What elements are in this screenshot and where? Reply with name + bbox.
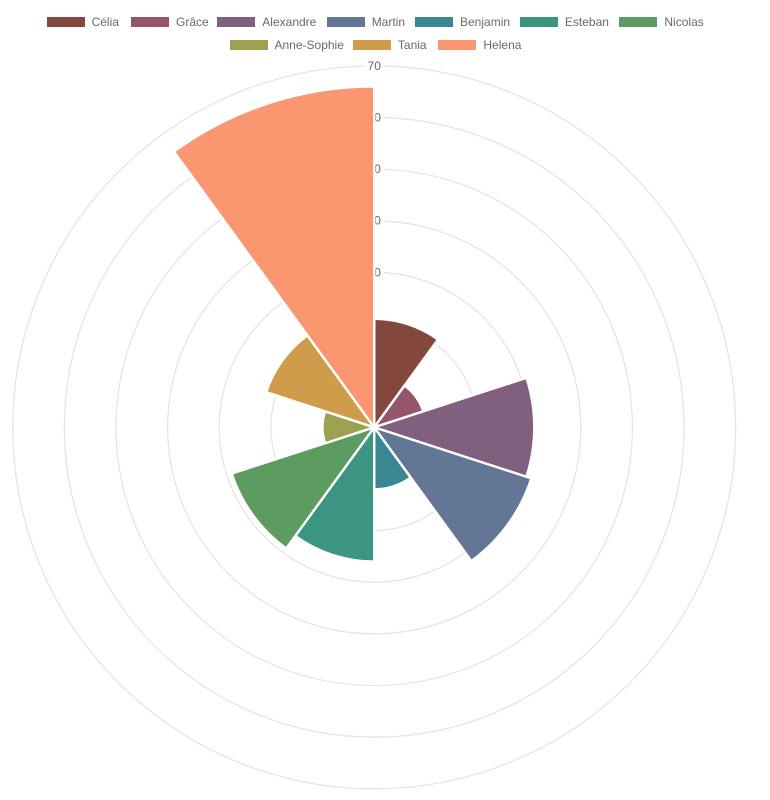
svg-text:70: 70 — [368, 59, 382, 73]
